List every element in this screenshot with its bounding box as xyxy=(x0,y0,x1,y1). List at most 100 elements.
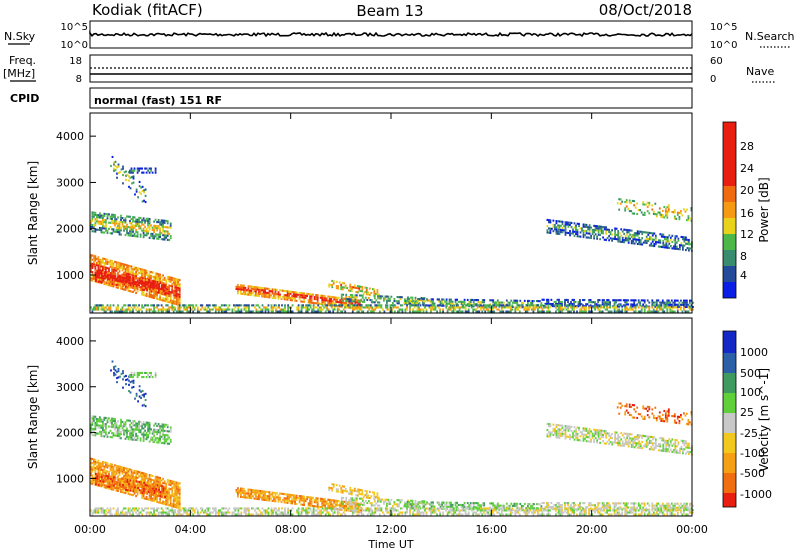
power-cell-2839 xyxy=(205,304,208,307)
velocity-cell-966 xyxy=(127,436,130,439)
velocity-cell-1022 xyxy=(139,429,142,432)
power-cell-1001 xyxy=(135,228,137,231)
velocity-cell-1030 xyxy=(142,437,145,440)
velocity-cell-1173 xyxy=(128,375,130,378)
power-cell-244 xyxy=(124,270,127,273)
power-cell-1432 xyxy=(315,296,317,299)
power-cell-1637 xyxy=(348,300,351,303)
power-cell-3384 xyxy=(564,306,566,309)
power-cell-3483 xyxy=(628,306,631,309)
power-cell-999 xyxy=(135,235,137,238)
power-cell-958 xyxy=(124,217,127,220)
power-cell-639 xyxy=(104,273,106,276)
velocity-cell-161 xyxy=(112,472,115,475)
velocity-cell-819 xyxy=(91,427,94,430)
power-cell-2383 xyxy=(627,241,630,244)
power-cell-2060 xyxy=(625,299,628,302)
power-cell-1762 xyxy=(417,300,419,303)
power-cell-1965 xyxy=(561,305,563,308)
power-cell-1992 xyxy=(579,301,581,304)
power-cell-847 xyxy=(97,216,100,219)
velocity-cell-987 xyxy=(132,432,134,435)
power-cell-3098 xyxy=(376,304,378,307)
power-cell-1145 xyxy=(111,155,114,158)
power-cell-1217 xyxy=(144,167,146,170)
power-cell-761 xyxy=(147,281,150,284)
power-cell-1619 xyxy=(373,292,376,295)
power-cell-3363 xyxy=(549,310,551,313)
power-cell-635 xyxy=(102,277,105,280)
power-cell-1129 xyxy=(166,238,169,241)
power-cell-3113 xyxy=(388,308,390,311)
power-cell-236 xyxy=(124,286,127,289)
power-cell-1846 xyxy=(475,303,478,306)
power-cell-2222 xyxy=(567,232,570,235)
velocity-cell-800 xyxy=(161,491,163,494)
power-cell-3061 xyxy=(353,308,356,311)
power-cell-2774 xyxy=(165,308,168,311)
power-cell-2036 xyxy=(607,299,610,302)
power-cell-3022 xyxy=(323,306,326,309)
velocity-cell-1090 xyxy=(157,437,160,440)
velocity-cell-101 xyxy=(103,465,106,468)
power-cell-190 xyxy=(117,274,119,277)
power-cell-2623 xyxy=(664,210,667,213)
power-cell-2498 xyxy=(666,236,669,239)
power-cell-988 xyxy=(132,226,134,229)
velocity-cell-960 xyxy=(126,433,128,436)
power-cell-2495 xyxy=(666,244,669,247)
power-cell-3144 xyxy=(410,304,413,307)
velocity-cell-1190 xyxy=(141,404,144,407)
power-cell-918 xyxy=(115,230,118,233)
power-cell-1780 xyxy=(432,302,434,305)
power-cell-2728 xyxy=(133,306,136,309)
power-cell-1068 xyxy=(151,228,154,231)
velocity-cell-1197 xyxy=(144,399,147,402)
velocity-cell-1151 xyxy=(114,369,117,372)
power-cell-1343 xyxy=(277,293,280,296)
power-cell-2874 xyxy=(227,306,229,309)
velocity-cell-1231 xyxy=(237,495,239,498)
power-cell-1475 xyxy=(331,300,334,303)
velocity-cell-545 xyxy=(171,492,174,495)
power-cell-1923 xyxy=(531,300,534,303)
velocity-cell-509 xyxy=(165,486,168,489)
velocity-cell-432 xyxy=(154,498,157,501)
power-cell-315 xyxy=(135,273,137,276)
power-cell-2801 xyxy=(181,310,184,313)
velocity-cell-1153 xyxy=(116,381,118,384)
power-cell-3386 xyxy=(565,308,568,311)
velocity-cell-1 xyxy=(90,480,92,483)
power-cell-2359 xyxy=(618,240,621,243)
power-cell-81 xyxy=(100,261,103,264)
power-cell-662 xyxy=(111,276,114,279)
velocity-cell-34 xyxy=(94,475,97,478)
power-cell-2006 xyxy=(589,299,592,302)
power-cell-3352 xyxy=(541,304,544,307)
power-cell-2686 xyxy=(106,308,109,311)
power-cell-2969 xyxy=(288,310,291,313)
velocity-cell-1062 xyxy=(150,438,152,441)
power-cell-3472 xyxy=(621,308,624,311)
power-cell-1768 xyxy=(423,300,425,303)
power-cell-1552 xyxy=(360,308,363,311)
velocity-cell-81 xyxy=(100,464,103,467)
velocity-cell-596 xyxy=(177,486,180,489)
velocity-cell-1135 xyxy=(166,424,169,427)
velocity-cell-491 xyxy=(162,477,164,480)
velocity-cell-955 xyxy=(124,429,127,432)
velocity-cell-823 xyxy=(91,417,94,420)
power-cell-1895 xyxy=(511,305,514,308)
velocity-cell-422 xyxy=(153,498,155,501)
power-cell-2183 xyxy=(555,232,558,235)
power-cell-821 xyxy=(91,217,94,220)
power-cell-265 xyxy=(127,270,130,273)
power-cell-436 xyxy=(154,286,157,289)
power-cell-592 xyxy=(177,293,180,296)
velocity-cell-1101 xyxy=(159,425,161,428)
velocity-cell-57 xyxy=(97,470,100,473)
velocity-cell-483 xyxy=(162,502,164,505)
power-cell-21 xyxy=(93,277,95,280)
power-cell-3176 xyxy=(431,306,434,309)
power-cell-207 xyxy=(120,279,122,282)
